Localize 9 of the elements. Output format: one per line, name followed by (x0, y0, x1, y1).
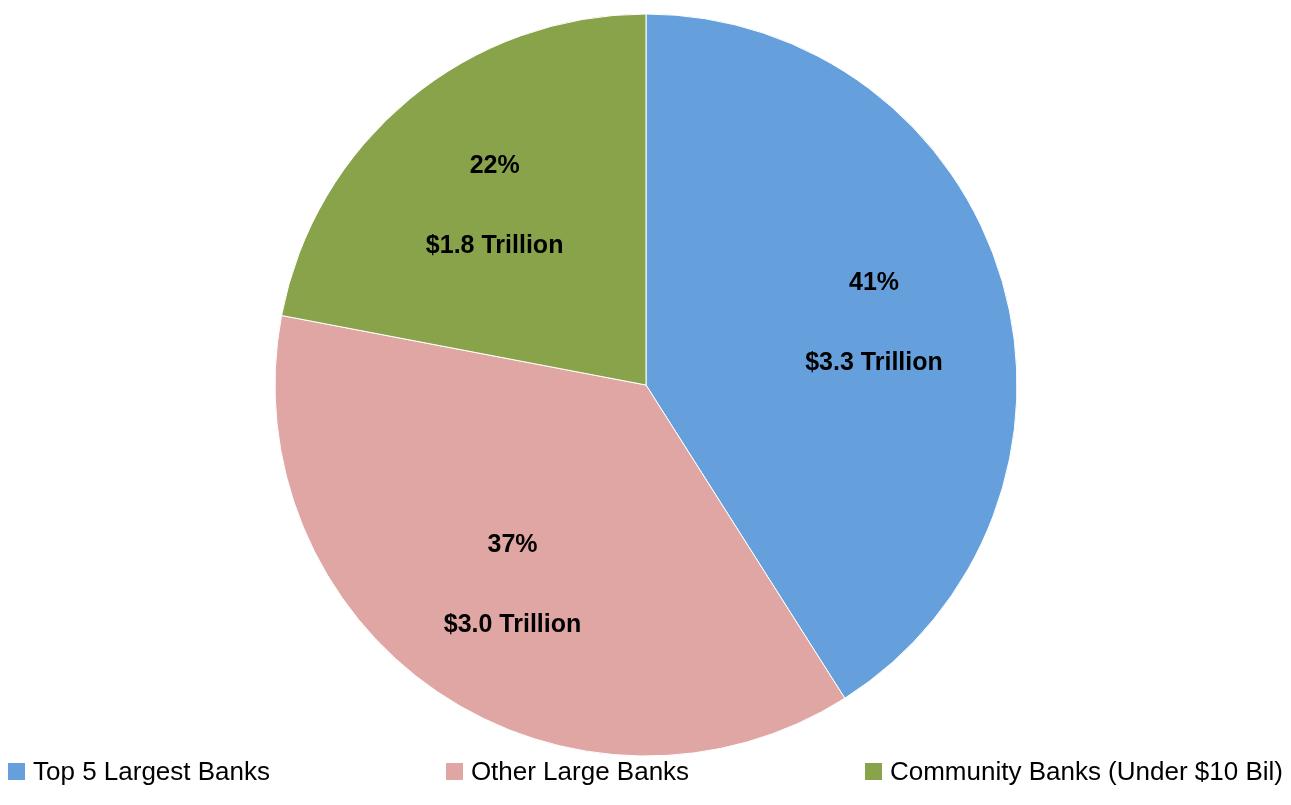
legend-label: Community Banks (Under $10 Bil) (889, 756, 1283, 787)
text: $3.0 Trillion (443, 609, 582, 638)
text: $1.8 Trillion (425, 230, 564, 259)
legend-label: Other Large Banks (470, 756, 690, 787)
data-label: 37% (487, 529, 538, 558)
legend-label: Top 5 Largest Banks (33, 756, 271, 787)
text: $3.3 Trillion (805, 346, 943, 375)
data-label: 41% (848, 266, 900, 295)
data-label: 22% (469, 150, 520, 179)
